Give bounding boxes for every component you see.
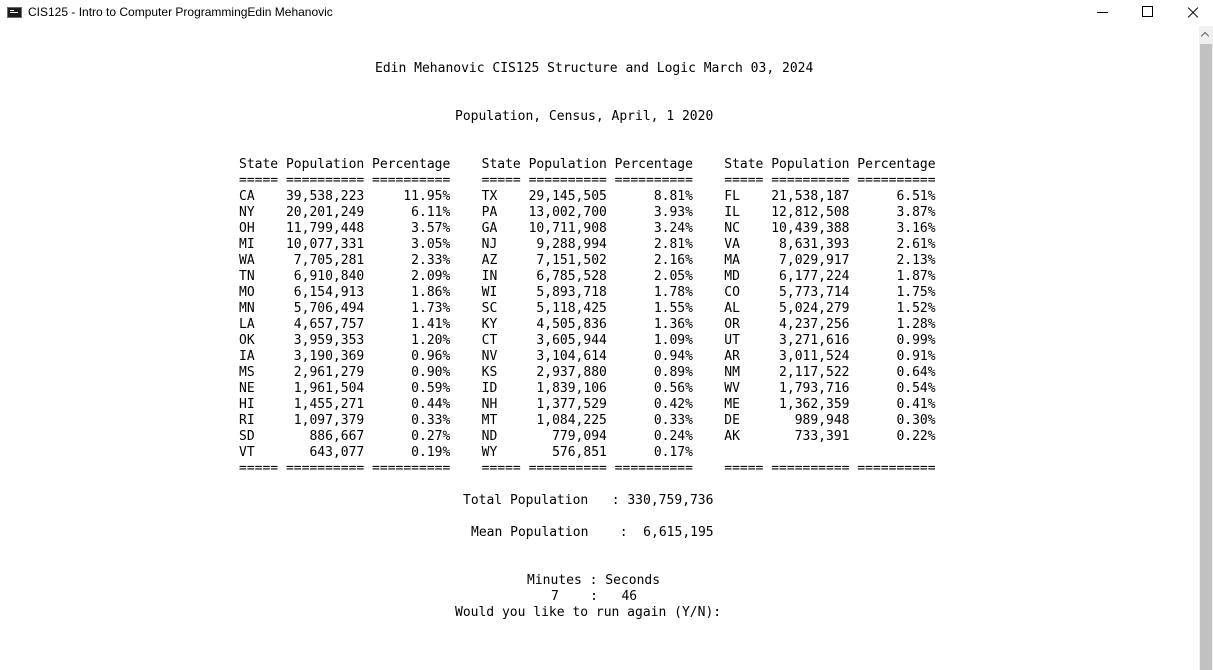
table-row: MS 2,961,279 0.90% KS 2,937,880 0.89% NM… xyxy=(239,365,936,380)
subtitle-line: Population, Census, April, 1 2020 xyxy=(455,109,714,124)
table-row: CA 39,538,223 11.95% TX 29,145,505 8.81%… xyxy=(239,189,936,204)
table-row: OK 3,959,353 1.20% CT 3,605,944 1.09% UT… xyxy=(239,333,936,348)
minimize-button[interactable] xyxy=(1080,0,1126,26)
time-header-line: Minutes : Seconds xyxy=(527,573,661,588)
maximize-button[interactable] xyxy=(1124,0,1170,26)
close-button[interactable] xyxy=(1169,0,1213,26)
vertical-scrollbar[interactable] xyxy=(1199,26,1213,670)
table-row: LA 4,657,757 1.41% KY 4,505,836 1.36% OR… xyxy=(239,317,936,332)
total-population-line: Total Population : 330,759,736 xyxy=(463,493,714,508)
scroll-up-arrow-icon[interactable] xyxy=(1199,26,1213,43)
table-separator: ===== ========== ========== ===== ======… xyxy=(239,173,936,188)
table-column-header: State Population Percentage State Popula… xyxy=(239,157,936,172)
table-row: OH 11,799,448 3.57% GA 10,711,908 3.24% … xyxy=(239,221,936,236)
table-bottom-separator: ===== ========== ========== ===== ======… xyxy=(239,461,936,476)
table-row: MI 10,077,331 3.05% NJ 9,288,994 2.81% V… xyxy=(239,237,936,252)
run-again-prompt: Would you like to run again (Y/N): xyxy=(455,605,722,620)
table-row: VT 643,077 0.19% WY 576,851 0.17% xyxy=(239,445,693,460)
table-row: IA 3,190,369 0.96% NV 3,104,614 0.94% AR… xyxy=(239,349,936,364)
table-row: HI 1,455,271 0.44% NH 1,377,529 0.42% ME… xyxy=(239,397,936,412)
table-row: NY 20,201,249 6.11% PA 13,002,700 3.93% … xyxy=(239,205,936,220)
table-row: TN 6,910,840 2.09% IN 6,785,528 2.05% MD… xyxy=(239,269,936,284)
scrollbar-thumb[interactable] xyxy=(1200,44,1212,670)
table-row: RI 1,097,379 0.33% MT 1,084,225 0.33% DE… xyxy=(239,413,936,428)
table-row: WA 7,705,281 2.33% AZ 7,151,502 2.16% MA… xyxy=(239,253,936,268)
time-value-line: 7 : 46 xyxy=(551,589,638,604)
mean-population-line: Mean Population : 6,615,195 xyxy=(471,525,714,540)
table-row: MO 6,154,913 1.86% WI 5,893,718 1.78% CO… xyxy=(239,285,936,300)
table-row: NE 1,961,504 0.59% ID 1,839,106 0.56% WV… xyxy=(239,381,936,396)
table-row: MN 5,706,494 1.73% SC 5,118,425 1.55% AL… xyxy=(239,301,936,316)
window-title: CIS125 - Intro to Computer ProgrammingEd… xyxy=(28,5,333,19)
title-bar: CIS125 - Intro to Computer ProgrammingEd… xyxy=(0,0,1213,26)
table-row: SD 886,667 0.27% ND 779,094 0.24% AK 733… xyxy=(239,429,936,444)
header-line: Edin Mehanovic CIS125 Structure and Logi… xyxy=(375,61,814,76)
console-output[interactable]: Edin Mehanovic CIS125 Structure and Logi… xyxy=(0,26,1199,670)
console-app-icon xyxy=(7,7,22,18)
